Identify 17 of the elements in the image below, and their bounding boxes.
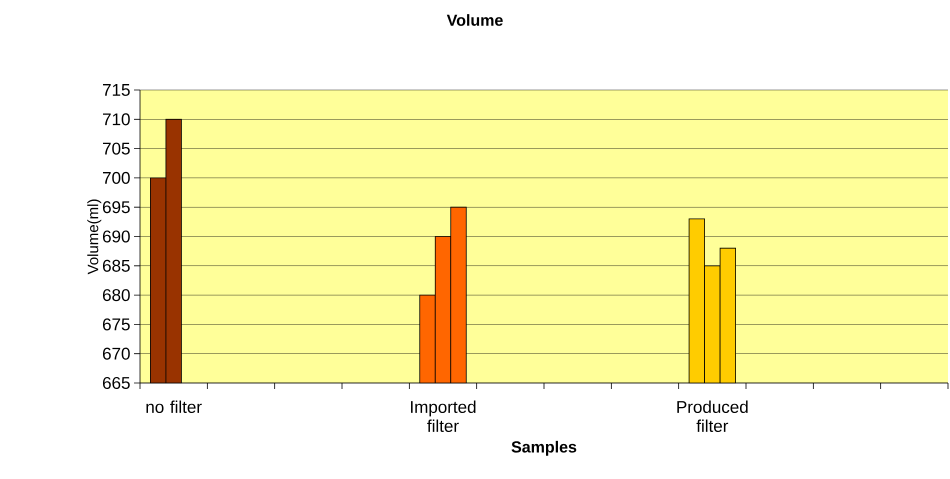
y-axis-title: Volume(ml) [87, 200, 102, 274]
y-tick-label: 710 [102, 113, 130, 126]
x-tick-label: Imported filter [411, 400, 476, 432]
y-tick-label: 690 [102, 230, 130, 243]
y-tick-label: 670 [102, 348, 130, 360]
y-tick-label: 695 [102, 201, 130, 214]
y-tick-label: 665 [102, 376, 130, 390]
chart-title: Volume [446, 14, 503, 26]
y-tick-label: 715 [102, 84, 130, 96]
y-tick-label: 675 [102, 318, 130, 330]
x-axis-title: Samples [512, 440, 576, 456]
y-tick-label: 700 [102, 172, 130, 184]
x-tick-label: Produced filter [677, 400, 748, 432]
y-tick-label: 685 [102, 260, 130, 272]
x-tick-label: no filter [146, 400, 202, 414]
y-tick-label: 705 [102, 142, 130, 155]
y-tick-label: 680 [102, 289, 130, 302]
